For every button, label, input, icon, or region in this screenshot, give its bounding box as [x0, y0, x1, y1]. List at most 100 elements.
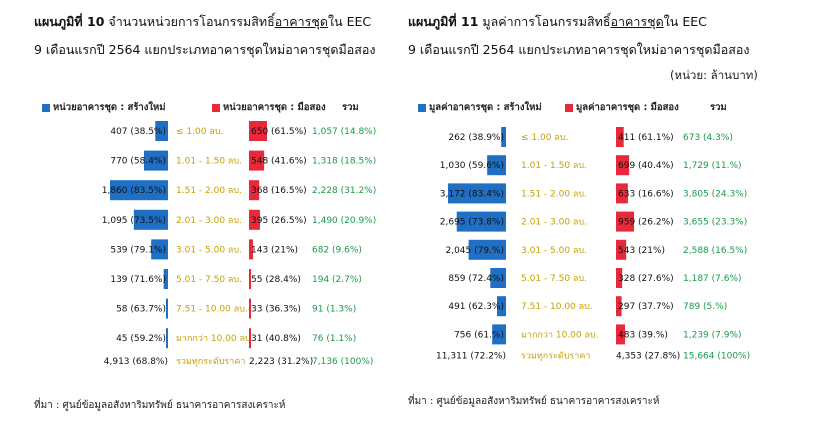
bar-used: [616, 239, 627, 260]
total-row-label: รวมทุกระดับราคา: [521, 352, 590, 362]
bar-used: [616, 183, 628, 204]
category-label: 3.01 - 5.00 ลบ.: [521, 246, 587, 256]
legend-used: มูลค่าอาคารชุด : มือสอง: [565, 100, 679, 115]
legend-swatch-new: [418, 103, 426, 112]
bar-new: [468, 239, 506, 260]
bar-new: [501, 127, 506, 147]
data-label-used: 31 (40.8%): [251, 334, 301, 344]
data-label-total: 1,490 (20.9%): [312, 216, 376, 226]
data-label-total: 1,187 (7.6%): [683, 274, 742, 284]
data-label-used: 633 (16.6%): [618, 189, 674, 199]
unit-note: (หน่วย: ล้านบาท): [670, 68, 758, 82]
category-label: มากกว่า 10.00 ลบ.: [176, 334, 254, 344]
data-label-used: 650 (61.5%): [251, 127, 307, 137]
data-label-new: 756 (61.%): [454, 330, 504, 340]
data-label-new: 770 (58.4%): [110, 157, 166, 167]
bar-used: [249, 239, 253, 260]
category-label: 7.51 - 10.00 ลบ.: [176, 305, 248, 315]
bar-used: [616, 211, 634, 232]
category-label: 2.01 - 3.00 ลบ.: [176, 216, 242, 226]
legend-label-used: หน่วยอาคารชุด : มือสอง: [223, 102, 326, 113]
chart-number: แผนภูมิที่ 10: [34, 14, 105, 29]
data-label-used: 543 (21%): [618, 246, 665, 256]
data-label-total: 682 (9.6%): [312, 245, 362, 255]
legend-label-total: รวม: [342, 102, 359, 113]
data-label-total: 76 (1.1%): [312, 334, 356, 344]
bar-used: [616, 324, 626, 345]
data-label-new: 2,045 (79.%): [445, 246, 504, 256]
chart-subtitle: 9 เดือนแรกปี 2564 แยกประเภทอาคารชุดใหม่อ…: [34, 42, 376, 57]
category-label: 2.01 - 3.00 ลบ.: [521, 218, 587, 228]
bar-new: [487, 155, 506, 176]
category-label: 5.01 - 7.50 ลบ.: [521, 274, 587, 284]
bar-new: [110, 180, 168, 201]
chart-value-plot: 262 (38.9%) ≤ 1.00 ลบ. 411 (61.1%) 673 (4.3…: [436, 127, 750, 362]
chart-panel-value: แผนภูมิที่ 11 มูลค่าการโอนกรรมสิทธิ์อาคา…: [405, 0, 829, 443]
data-label-total: 1,057 (14.8%): [312, 127, 376, 137]
data-label-new: 1,860 (83.5%): [102, 186, 166, 196]
bar-new: [448, 183, 506, 204]
data-label-total: 1,729 (11.%): [683, 161, 742, 171]
bar-new: [490, 268, 506, 288]
bar-new: [497, 296, 506, 317]
chart-number: แผนภูมิที่ 11: [408, 14, 479, 29]
chart-title-underlined: อาคารชุด: [274, 14, 328, 29]
legend-total: รวม: [342, 100, 359, 115]
data-label-new: 491 (62.3%): [448, 302, 504, 312]
category-label: 1.51 - 2.00 ลบ.: [521, 189, 587, 199]
bar-used: [249, 328, 251, 349]
bar-used: [249, 269, 251, 289]
legend-new: หน่วยอาคารชุด : สร้างใหม่: [42, 100, 166, 115]
data-label-total: 1,239 (7.9%): [683, 330, 742, 340]
bar-used: [249, 121, 267, 141]
data-label-new: 139 (71.6%): [110, 275, 166, 285]
chart-title-text: มูลค่าการโอนกรรมสิทธิ์: [478, 14, 611, 29]
bar-new: [155, 121, 168, 141]
legend-label-used: มูลค่าอาคารชุด : มือสอง: [576, 102, 679, 113]
chart-units-plot: 407 (38.5%) ≤ 1.00 ลบ. 650 (61.5%) 1,057 (1…: [102, 121, 376, 367]
chart-title-text: จำนวนหน่วยการโอนกรรมสิทธิ์: [104, 14, 275, 29]
legend-swatch-used: [212, 103, 220, 112]
data-label-total: 2,588 (16.5%): [683, 246, 747, 256]
category-label: 3.01 - 5.00 ลบ.: [176, 245, 242, 255]
bar-used: [249, 298, 251, 319]
legend-swatch-used: [565, 103, 573, 112]
data-label-new: 3,172 (83.4%): [440, 189, 504, 199]
data-label-new: 539 (79.1%): [110, 245, 166, 255]
total-label-total: 15,664 (100%): [683, 352, 750, 362]
bar-new: [151, 239, 168, 260]
category-label: 5.01 - 7.50 ลบ.: [176, 275, 242, 285]
data-label-total: 91 (1.3%): [312, 305, 356, 315]
data-label-used: 411 (61.1%): [618, 133, 674, 143]
category-label: 1.01 - 1.50 ลบ.: [521, 161, 587, 171]
bar-new: [166, 298, 168, 319]
bar-used: [616, 127, 624, 147]
data-label-new: 45 (59.2%): [116, 334, 166, 344]
legend-label-new: มูลค่าอาคารชุด : สร้างใหม่: [429, 102, 542, 113]
chart-title: แผนภูมิที่ 11 มูลค่าการโอนกรรมสิทธิ์อาคา…: [408, 12, 707, 32]
bar-used: [249, 150, 265, 171]
chart-title: แผนภูมิที่ 10 จำนวนหน่วยการโอนกรรมสิทธิ์…: [34, 12, 371, 32]
data-label-used: 297 (37.7%): [618, 302, 674, 312]
data-label-used: 699 (40.4%): [618, 161, 674, 171]
legend-label-total: รวม: [710, 102, 727, 113]
data-label-used: 328 (27.6%): [618, 274, 674, 284]
data-label-new: 2,695 (73.8%): [440, 218, 504, 228]
data-label-new: 859 (72.4%): [448, 274, 504, 284]
source-note: ที่มา : ศูนย์ข้อมูลอสังหาริมทรัพย์ ธนาคา…: [34, 400, 286, 411]
total-label-used: 2,223 (31.2%): [249, 357, 313, 367]
legend-used: หน่วยอาคารชุด : มือสอง: [212, 100, 326, 115]
total-label-new: 11,311 (72.2%): [436, 352, 506, 362]
data-label-used: 143 (21%): [251, 245, 298, 255]
data-label-new: 407 (38.5%): [110, 127, 166, 137]
data-label-used: 548 (41.6%): [251, 157, 307, 167]
data-label-total: 789 (5.%): [683, 302, 727, 312]
bar-used: [616, 268, 623, 288]
data-label-total: 673 (4.3%): [683, 133, 733, 143]
chart-subtitle: 9 เดือนแรกปี 2564 แยกประเภทอาคารชุดใหม่อ…: [408, 42, 750, 57]
bar-new: [166, 328, 168, 349]
data-label-total: 194 (2.7%): [312, 275, 362, 285]
data-label-used: 55 (28.4%): [251, 275, 301, 285]
bar-used: [249, 209, 260, 230]
total-row-label: รวมทุกระดับราคา: [176, 357, 245, 367]
